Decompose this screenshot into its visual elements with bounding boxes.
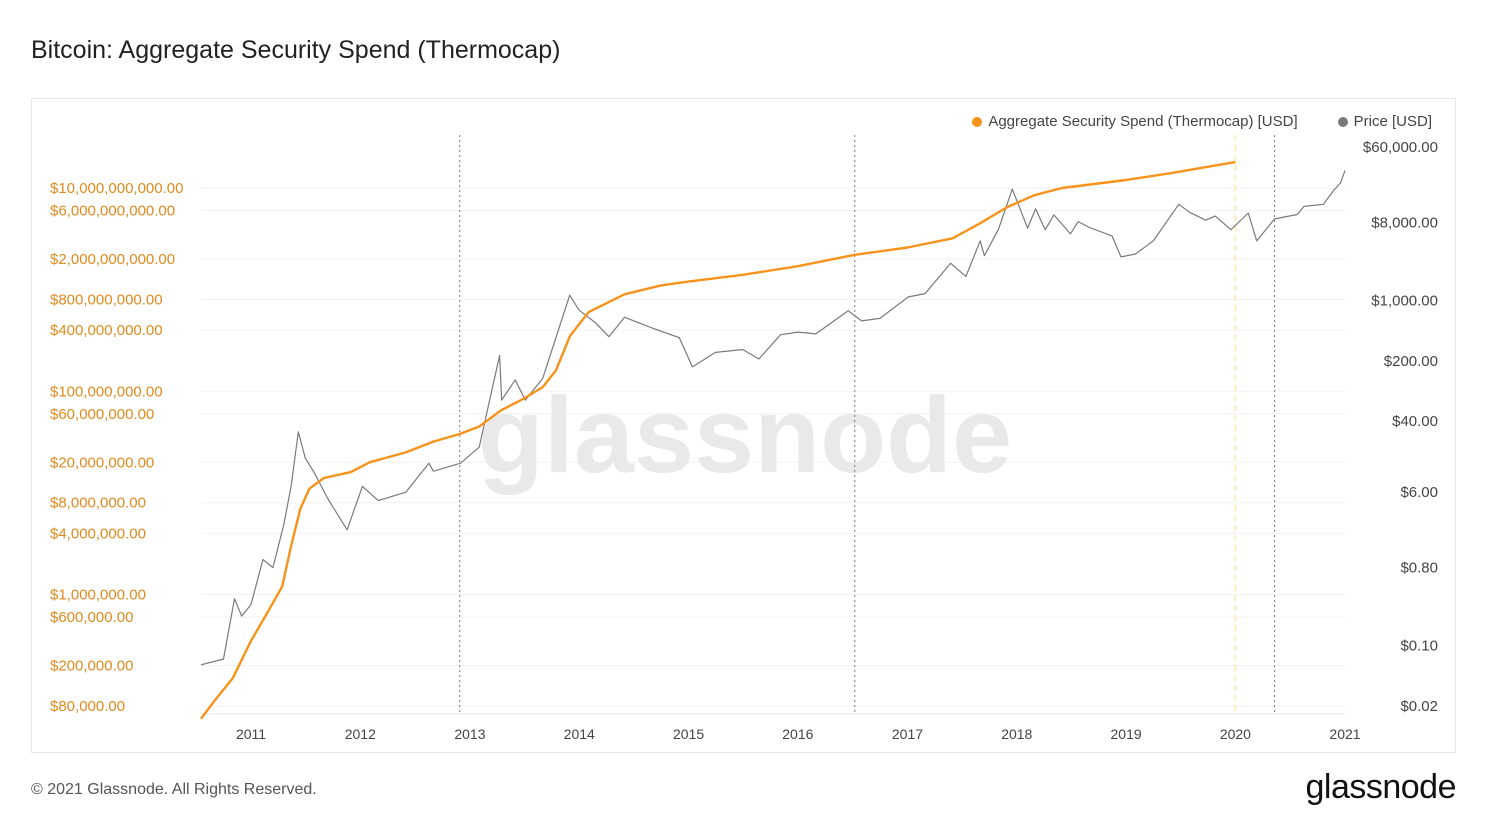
left-y-tick-label: $8,000,000.00 bbox=[50, 495, 146, 512]
x-tick-label: 2015 bbox=[673, 726, 704, 742]
x-tick-label: 2012 bbox=[345, 726, 376, 742]
legend-item-price[interactable]: Price [USD] bbox=[1337, 113, 1432, 130]
x-tick-label: 2011 bbox=[236, 726, 266, 742]
legend-label-thermocap: Aggregate Security Spend (Thermocap) [US… bbox=[988, 113, 1298, 130]
right-y-tick-label: $60,000.00 bbox=[1363, 139, 1438, 156]
chart-legend: Aggregate Security Spend (Thermocap) [US… bbox=[972, 113, 1432, 130]
left-y-tick-label: $10,000,000,000.00 bbox=[50, 180, 183, 197]
thermocap-dot-icon bbox=[972, 116, 983, 127]
right-y-tick-label: $200.00 bbox=[1384, 353, 1438, 370]
chart-panel bbox=[31, 98, 1456, 753]
left-y-tick-label: $800,000,000.00 bbox=[50, 291, 163, 308]
price-series-line bbox=[200, 170, 1346, 666]
left-y-tick-label: $2,000,000,000.00 bbox=[50, 251, 175, 268]
left-y-tick-label: $80,000.00 bbox=[50, 698, 125, 715]
glassnode-logo[interactable]: glassnode bbox=[1305, 768, 1456, 806]
left-y-tick-label: $6,000,000,000.00 bbox=[50, 203, 175, 220]
x-tick-label: 2017 bbox=[892, 726, 923, 742]
left-y-tick-label: $200,000.00 bbox=[50, 658, 133, 675]
copyright-footer: © 2021 Glassnode. All Rights Reserved. bbox=[31, 781, 317, 798]
legend-label-price: Price [USD] bbox=[1353, 113, 1432, 130]
left-y-tick-label: $4,000,000.00 bbox=[50, 525, 146, 542]
x-tick-label: 2021 bbox=[1329, 726, 1360, 742]
legend-item-thermocap[interactable]: Aggregate Security Spend (Thermocap) [US… bbox=[972, 113, 1298, 130]
left-y-tick-label: $20,000,000.00 bbox=[50, 454, 154, 471]
x-tick-label: 2018 bbox=[1001, 726, 1032, 742]
right-y-tick-label: $1,000.00 bbox=[1371, 292, 1438, 309]
right-y-tick-label: $0.02 bbox=[1400, 698, 1438, 715]
left-y-tick-label: $600,000.00 bbox=[50, 609, 133, 626]
right-y-tick-label: $8,000.00 bbox=[1371, 215, 1438, 232]
page-title: Bitcoin: Aggregate Security Spend (Therm… bbox=[31, 36, 561, 64]
x-tick-label: 2014 bbox=[564, 726, 595, 742]
left-y-tick-label: $400,000,000.00 bbox=[50, 322, 163, 339]
left-y-tick-label: $60,000,000.00 bbox=[50, 406, 154, 423]
x-tick-label: 2013 bbox=[454, 726, 485, 742]
right-y-tick-label: $6.00 bbox=[1400, 484, 1438, 501]
x-tick-label: 2020 bbox=[1220, 726, 1251, 742]
left-y-tick-label: $1,000,000.00 bbox=[50, 587, 146, 604]
thermocap-series-line bbox=[200, 160, 1236, 720]
right-y-tick-label: $0.80 bbox=[1400, 560, 1438, 577]
x-tick-label: 2019 bbox=[1111, 726, 1142, 742]
x-tick-label: 2016 bbox=[782, 726, 813, 742]
left-y-tick-label: $100,000,000.00 bbox=[50, 383, 163, 400]
right-y-tick-label: $40.00 bbox=[1392, 413, 1438, 430]
price-dot-icon bbox=[1337, 116, 1348, 127]
watermark-text: glassnode bbox=[478, 374, 1012, 495]
right-y-tick-label: $0.10 bbox=[1400, 638, 1438, 655]
